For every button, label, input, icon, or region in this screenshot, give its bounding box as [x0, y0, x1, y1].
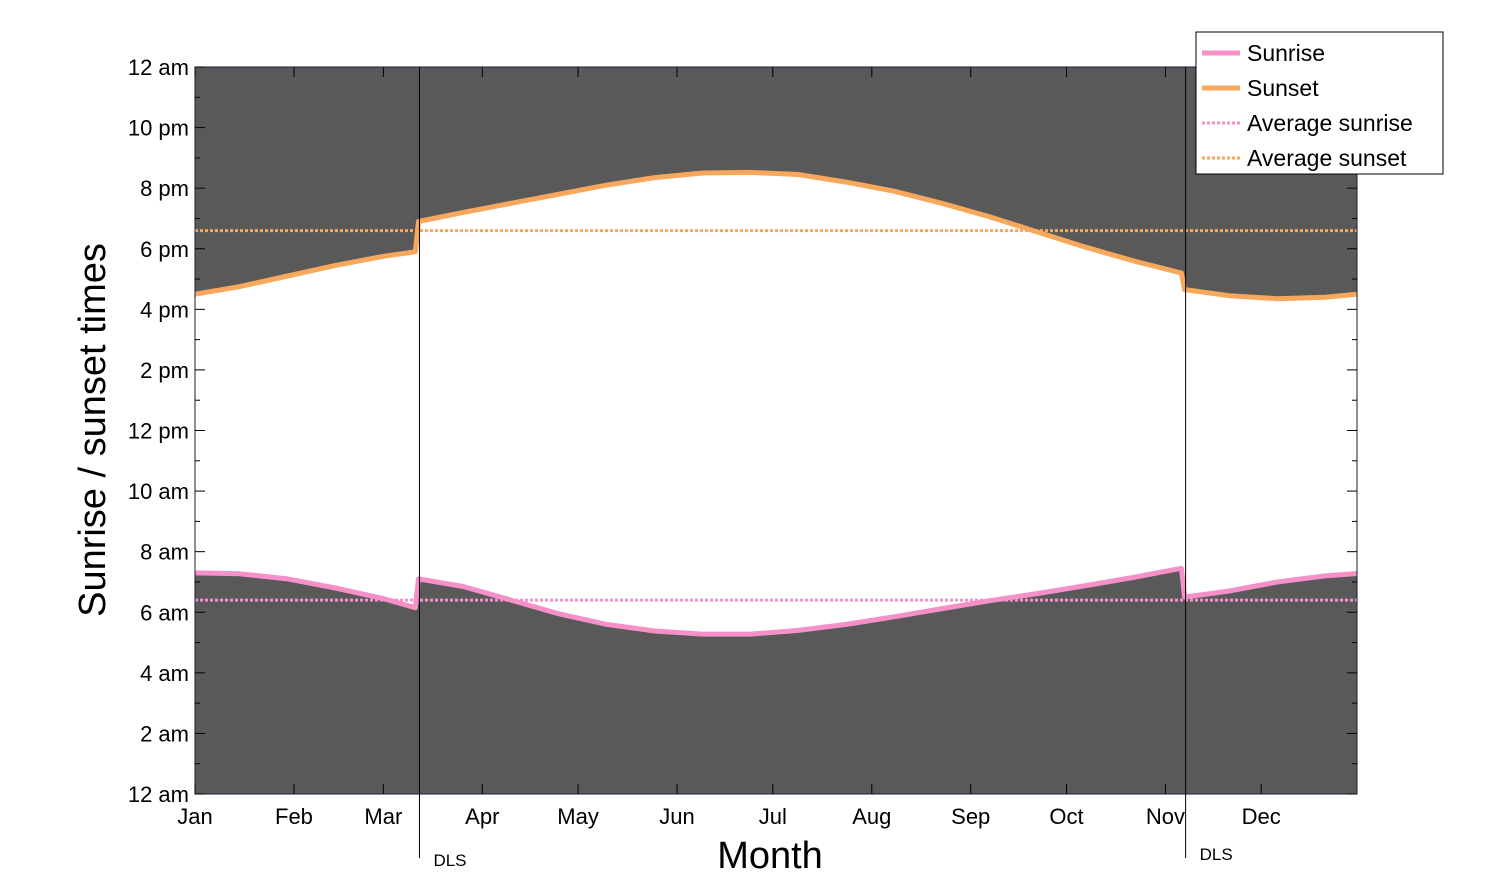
y-tick-label: 12 am	[128, 55, 189, 80]
y-tick-label: 2 am	[140, 721, 189, 746]
dls-label: DLS	[433, 851, 466, 870]
x-tick-label: Nov	[1146, 804, 1185, 829]
y-tick-label: 4 am	[140, 661, 189, 686]
x-tick-label: Aug	[852, 804, 891, 829]
legend: Sunrise Sunset Average sunrise Average suns…	[1195, 31, 1444, 175]
sunrise-line	[194, 565, 1358, 637]
x-tick-label: Jun	[659, 804, 694, 829]
y-tick-label: 2 pm	[140, 358, 189, 383]
plot-area	[194, 67, 1358, 794]
legend-label: Average sunset	[1247, 145, 1407, 171]
x-tick-label: Dec	[1242, 804, 1281, 829]
legend-label: Average sunrise	[1247, 110, 1413, 136]
legend-label: Sunrise	[1247, 40, 1325, 66]
y-tick-label: 6 pm	[140, 237, 189, 262]
x-tick-label: Jul	[759, 804, 787, 829]
y-tick-label: 12 pm	[128, 419, 189, 444]
y-tick-label: 4 pm	[140, 297, 189, 322]
daylight-band	[195, 172, 1357, 635]
legend-box	[1195, 31, 1444, 175]
x-tick-label: Feb	[275, 804, 313, 829]
y-tick-label: 8 pm	[140, 176, 189, 201]
y-axis-title: Sunrise / sunset times	[72, 243, 114, 617]
y-tick-label: 12 am	[128, 782, 189, 807]
y-tick-label: 8 am	[140, 540, 189, 565]
x-tick-label: May	[557, 804, 599, 829]
y-tick-label: 6 am	[140, 600, 189, 625]
x-tick-label: Sep	[951, 804, 990, 829]
dls-label: DLS	[1200, 845, 1233, 864]
x-tick-label: Mar	[364, 804, 402, 829]
x-tick-label: Apr	[465, 804, 499, 829]
legend-label: Sunset	[1247, 75, 1319, 101]
axes: 12 am 2 am 4 am 6 am 8 am 10 am 12 pm 2 pm 4 pm 6…	[128, 55, 1358, 870]
y-tick-label: 10 pm	[128, 116, 189, 141]
sunset-line	[194, 169, 1358, 302]
x-tick-label: Oct	[1049, 804, 1083, 829]
x-tick-label: Jan	[177, 804, 212, 829]
x-axis-title: Month	[717, 835, 823, 877]
y-tick-label: 10 am	[128, 479, 189, 504]
